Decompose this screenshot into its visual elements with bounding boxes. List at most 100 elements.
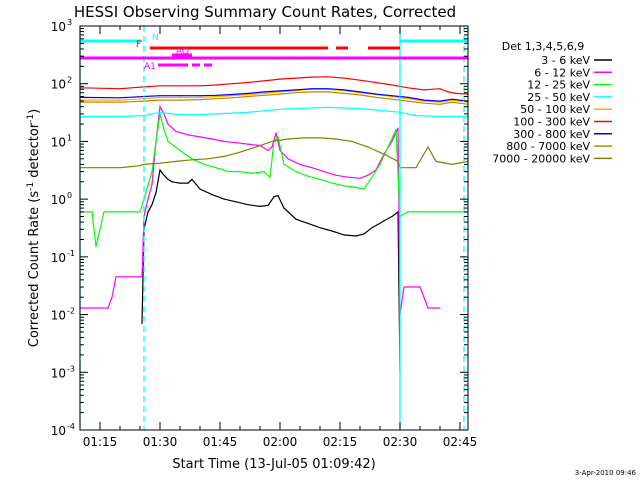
series-6-point-17 bbox=[391, 95, 393, 97]
series-8-point-10 bbox=[255, 146, 257, 148]
series-8-point-9 bbox=[239, 151, 241, 153]
y-tick-label-7: 10 bbox=[51, 20, 66, 34]
series-1-point-7 bbox=[151, 183, 153, 185]
series-2-point-8 bbox=[155, 140, 157, 142]
series-5-point-5 bbox=[199, 85, 201, 87]
series-3-point-17 bbox=[359, 108, 361, 110]
y-tick-label-3: 10 bbox=[51, 251, 66, 265]
series-5-point-7 bbox=[231, 83, 233, 85]
series-7-point-21 bbox=[451, 101, 453, 103]
series-5-point-11 bbox=[295, 77, 297, 79]
series-3-point-22 bbox=[439, 115, 441, 118]
series-2-point-25 bbox=[307, 175, 309, 177]
series-2-point-15 bbox=[215, 167, 217, 169]
y-tick-exp-4: 0 bbox=[67, 191, 72, 200]
series-8-point-21 bbox=[415, 167, 417, 169]
series-2-point-23 bbox=[283, 163, 285, 165]
series-8-point-8 bbox=[223, 155, 225, 157]
x-tick-label-0: 01:15 bbox=[83, 435, 118, 449]
y-tick-label-4: 10 bbox=[51, 193, 66, 207]
series-1-point-15 bbox=[211, 138, 213, 140]
series-6-point-9 bbox=[263, 91, 265, 93]
series-0-point-26 bbox=[343, 234, 345, 236]
series-1-point-16 bbox=[223, 140, 225, 142]
series-3-point-7 bbox=[199, 114, 201, 116]
series-1-point-27 bbox=[323, 171, 325, 173]
legend-label-5: 100 - 300 keV bbox=[513, 116, 590, 129]
series-7-point-10 bbox=[279, 93, 281, 95]
y-tick-exp-7: 3 bbox=[67, 18, 72, 27]
series-3-point-19 bbox=[391, 110, 393, 113]
series-8-point-12 bbox=[287, 138, 289, 140]
series-0-point-22 bbox=[295, 218, 297, 220]
series-layer bbox=[79, 76, 469, 373]
series-8-point-19 bbox=[397, 160, 399, 162]
series-6-point-13 bbox=[327, 88, 329, 90]
series-1-point-35 bbox=[397, 127, 399, 129]
series-2-point-1 bbox=[91, 211, 93, 213]
series-2-point-19 bbox=[263, 171, 265, 173]
series-8-point-17 bbox=[367, 146, 369, 148]
series-2-point-27 bbox=[331, 182, 333, 184]
series-5-point-22 bbox=[447, 91, 449, 93]
series-7-point-15 bbox=[359, 94, 361, 96]
series-1-point-18 bbox=[247, 143, 249, 145]
series-6-point-10 bbox=[279, 90, 281, 92]
footer-timestamp: 3-Apr-2010 09:46 bbox=[575, 469, 637, 477]
series-7-point-16 bbox=[375, 96, 377, 98]
series-2-point-11 bbox=[167, 140, 169, 142]
series-0-point-21 bbox=[283, 207, 285, 209]
series-8-point-15 bbox=[335, 138, 337, 140]
series-8-point-14 bbox=[319, 137, 321, 139]
series-7-point-7 bbox=[231, 97, 233, 99]
series-7-point-12 bbox=[311, 91, 313, 93]
series-5-point-19 bbox=[423, 89, 425, 91]
series-2-point-4 bbox=[119, 211, 121, 213]
series-2-point-28 bbox=[343, 185, 345, 187]
series-1-point-34 bbox=[391, 140, 393, 142]
series-6-point-11 bbox=[295, 89, 297, 91]
series-2-point-18 bbox=[251, 172, 253, 174]
series-0-point-9 bbox=[179, 182, 181, 184]
series-1-point-30 bbox=[359, 177, 361, 179]
flag-label-1: N bbox=[152, 33, 159, 43]
x-tick-label-5: 02:30 bbox=[383, 435, 418, 449]
y-axis-label-sup1: -1 bbox=[26, 182, 36, 191]
series-0-point-19 bbox=[273, 196, 275, 198]
series-6-point-8 bbox=[247, 92, 249, 94]
series-0-point-23 bbox=[307, 222, 309, 224]
series-2-point-2 bbox=[95, 246, 97, 248]
series-2-point-20 bbox=[269, 176, 271, 178]
series-5-point-15 bbox=[359, 79, 361, 81]
series-2-point-16 bbox=[227, 171, 229, 173]
series-1-point-24 bbox=[287, 158, 289, 160]
series-5-point-23 bbox=[455, 92, 457, 94]
y-axis-label-end: ) bbox=[27, 109, 42, 114]
series-7-point-6 bbox=[215, 98, 217, 100]
series-0-point-8 bbox=[171, 181, 173, 183]
flag-layer: N F AQ A1 bbox=[80, 33, 468, 72]
series-0-point-7 bbox=[167, 178, 169, 180]
series-5-point-17 bbox=[391, 84, 393, 86]
series-5-point-21 bbox=[439, 88, 441, 90]
series-0-point-24 bbox=[319, 227, 321, 229]
series-0-point-2 bbox=[147, 211, 149, 213]
x-axis-ticks: 01:15 01:30 01:45 02:00 02:15 02:30 02:45 bbox=[83, 26, 477, 449]
series-4-point-18 bbox=[407, 98, 409, 100]
series-1-point-17 bbox=[235, 142, 237, 144]
series-1-point-21 bbox=[271, 146, 273, 148]
series-0-point-31 bbox=[391, 215, 393, 218]
series-0-point-13 bbox=[211, 194, 213, 196]
series-8-point-2 bbox=[139, 165, 141, 167]
series-4-point-6 bbox=[215, 95, 217, 98]
flag-label-2: F bbox=[136, 40, 141, 50]
series-2-point-24 bbox=[295, 171, 297, 173]
series-3-point-12 bbox=[279, 108, 281, 110]
series-1-point-11 bbox=[167, 123, 169, 125]
series-2-point-17 bbox=[239, 171, 241, 173]
series-0-point-29 bbox=[371, 227, 373, 229]
series-1-point-3 bbox=[115, 276, 117, 278]
series-0-point-4 bbox=[155, 192, 157, 194]
series-1-point-14 bbox=[199, 136, 201, 138]
